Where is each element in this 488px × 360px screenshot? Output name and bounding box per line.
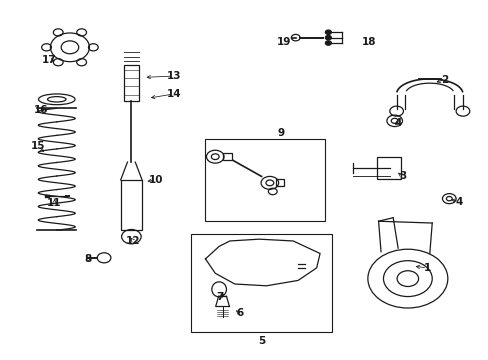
Text: 12: 12: [126, 236, 140, 246]
Text: 17: 17: [42, 55, 57, 65]
Text: 2: 2: [440, 75, 447, 85]
Text: 19: 19: [277, 37, 291, 47]
Bar: [121, 180, 142, 230]
Text: 1: 1: [423, 263, 430, 273]
Text: 8: 8: [84, 254, 92, 264]
Text: 13: 13: [166, 71, 181, 81]
Text: 7: 7: [216, 292, 224, 302]
Bar: [190, 234, 331, 332]
Circle shape: [325, 30, 330, 35]
Bar: [124, 65, 139, 101]
Bar: [376, 157, 400, 179]
Text: 14: 14: [166, 89, 181, 99]
Text: 16: 16: [33, 105, 48, 115]
Text: 9: 9: [277, 129, 284, 138]
Text: 10: 10: [148, 175, 163, 185]
Text: 6: 6: [236, 309, 243, 318]
Circle shape: [325, 36, 330, 40]
Text: 15: 15: [31, 141, 45, 151]
Bar: [204, 139, 325, 221]
Text: 3: 3: [399, 171, 406, 181]
Text: 4: 4: [394, 118, 401, 128]
Text: 11: 11: [47, 198, 61, 208]
Text: 4: 4: [454, 197, 462, 207]
Text: 18: 18: [361, 37, 376, 47]
Circle shape: [325, 41, 330, 45]
Text: 5: 5: [257, 336, 264, 346]
